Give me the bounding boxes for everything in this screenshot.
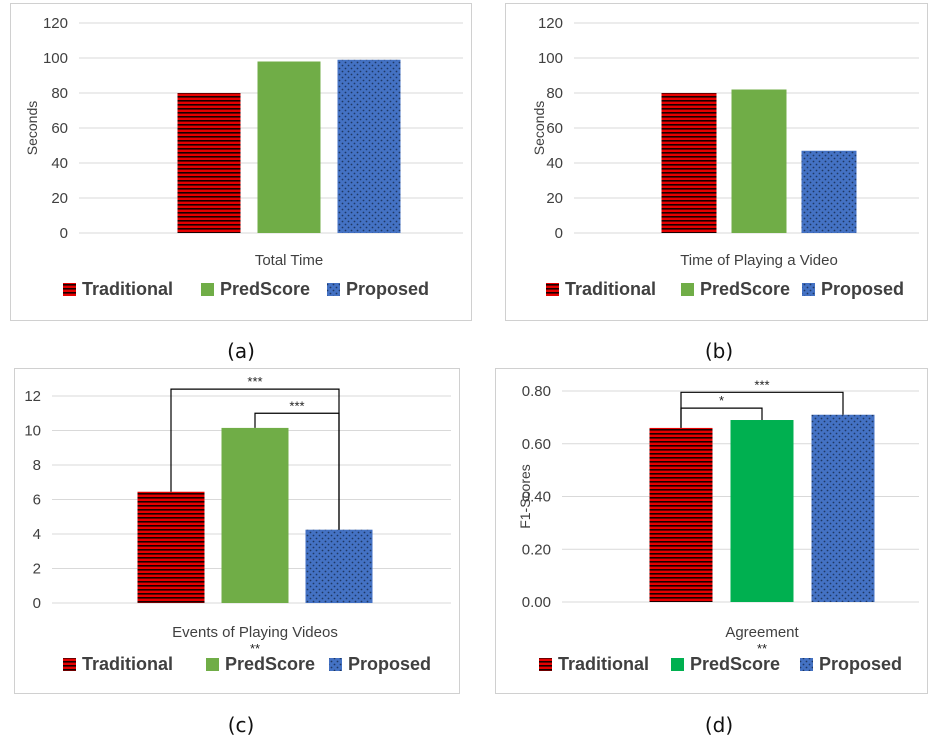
bar-traditional xyxy=(177,93,241,233)
bar-proposed xyxy=(801,150,857,233)
significance-bracket xyxy=(680,391,844,428)
chart-panel-d: 0.00 0.20 0.40 0.60 0.80 F1-Scores * *** Agreeme… xyxy=(495,368,928,694)
chart-svg-a: 0 20 40 60 80 100 120 Seconds Total Time Traditio… xyxy=(24,15,463,299)
y-tick-label: 20 xyxy=(546,190,563,207)
legend-swatch-proposed xyxy=(800,658,813,671)
legend-swatch-traditional xyxy=(546,283,559,296)
y-tick-label: 20 xyxy=(51,190,68,207)
legend-swatch-traditional xyxy=(539,658,552,671)
bar-traditional xyxy=(661,93,717,233)
y-tick-label: 100 xyxy=(538,50,563,67)
y-tick-label: 60 xyxy=(51,120,68,137)
y-tick-label: 10 xyxy=(24,423,41,440)
y-tick-label: 0.80 xyxy=(522,383,551,400)
y-tick-label: 120 xyxy=(538,15,563,32)
chart-panel-c: 0 2 4 6 8 10 12 *** *** Events of Playing Videos *… xyxy=(14,368,460,694)
legend-label-predscore: PredScore xyxy=(690,654,780,674)
legend-label-traditional: Traditional xyxy=(558,654,649,674)
y-tick-label: 60 xyxy=(546,120,563,137)
x-category-label: Events of Playing Videos xyxy=(172,624,338,641)
y-tick-label: 120 xyxy=(43,15,68,32)
caption-b: (b) xyxy=(704,339,734,363)
y-tick-label: 100 xyxy=(43,50,68,67)
x-category-label: Agreement xyxy=(725,624,799,641)
y-tick-label: 80 xyxy=(546,85,563,102)
y-tick-label: 4 xyxy=(33,526,41,543)
legend-swatch-proposed xyxy=(329,658,342,671)
category-note: ** xyxy=(757,641,767,656)
bar-proposed xyxy=(811,414,875,602)
y-tick-label: 0 xyxy=(555,225,563,242)
bar-predscore xyxy=(257,61,321,233)
significance-label: *** xyxy=(247,374,262,389)
legend-swatch-traditional xyxy=(63,658,76,671)
caption-a: (a) xyxy=(227,339,255,363)
legend-label-predscore: PredScore xyxy=(225,654,315,674)
y-tick-label: 0 xyxy=(60,225,68,242)
category-note: ** xyxy=(250,641,260,656)
y-tick-label: 40 xyxy=(51,155,68,172)
legend-swatch-predscore xyxy=(681,283,694,296)
legend-label-proposed: Proposed xyxy=(819,654,902,674)
significance-label: *** xyxy=(289,398,304,413)
legend-label-predscore: PredScore xyxy=(700,279,790,299)
x-category-label: Time of Playing a Video xyxy=(680,252,838,269)
bar-traditional xyxy=(649,427,713,602)
legend-swatch-proposed xyxy=(802,283,815,296)
y-tick-label: 12 xyxy=(24,388,41,405)
legend-label-proposed: Proposed xyxy=(348,654,431,674)
bar-proposed xyxy=(337,59,401,233)
legend-label-predscore: PredScore xyxy=(220,279,310,299)
y-tick-label: 0.60 xyxy=(522,436,551,453)
y-axis-label: Seconds xyxy=(24,101,40,155)
y-tick-label: 6 xyxy=(33,492,41,509)
y-axis-label: F1-Scores xyxy=(517,464,533,529)
y-axis-label: Seconds xyxy=(531,101,547,155)
y-tick-label: 0 xyxy=(33,595,41,612)
chart-svg-d: 0.000.200.400.600.80F1-Scores****Agreeme… xyxy=(517,377,919,674)
legend-label-proposed: Proposed xyxy=(821,279,904,299)
caption-c: (c) xyxy=(227,713,255,737)
chart-svg-b: 0 20 40 60 80 100 120 Seconds Time of Playing a … xyxy=(531,15,919,299)
significance-bracket xyxy=(254,412,340,530)
chart-panel-b: 0 20 40 60 80 100 120 Seconds Time of Playing a … xyxy=(505,3,928,321)
legend-label-traditional: Traditional xyxy=(82,279,173,299)
legend-label-traditional: Traditional xyxy=(565,279,656,299)
legend-swatch-proposed xyxy=(327,283,340,296)
y-tick-label: 8 xyxy=(33,457,41,474)
x-category-label: Total Time xyxy=(255,252,323,269)
significance-label: * xyxy=(719,393,724,408)
bar-proposed xyxy=(305,529,373,603)
chart-panel-a: 0 20 40 60 80 100 120 Seconds Total Time Traditio… xyxy=(10,3,472,321)
chart-svg-c: 0 2 4 6 8 10 12 *** *** Events of Playing Videos*… xyxy=(24,374,451,674)
significance-label: *** xyxy=(754,377,769,392)
y-tick-label: 0.40 xyxy=(522,489,551,506)
legend-label-proposed: Proposed xyxy=(346,279,429,299)
bar-predscore xyxy=(731,89,787,233)
y-tick-label: 0.00 xyxy=(522,594,551,611)
bar-predscore xyxy=(730,420,794,602)
legend-swatch-predscore xyxy=(671,658,684,671)
legend-label-traditional: Traditional xyxy=(82,654,173,674)
y-tick-label: 40 xyxy=(546,155,563,172)
y-tick-label: 0.20 xyxy=(522,541,551,558)
y-tick-label: 2 xyxy=(33,561,41,578)
legend-swatch-traditional xyxy=(63,283,76,296)
legend-swatch-predscore xyxy=(206,658,219,671)
y-tick-label: 80 xyxy=(51,85,68,102)
legend-swatch-predscore xyxy=(201,283,214,296)
bar-predscore xyxy=(221,427,289,603)
bar-traditional xyxy=(137,491,205,603)
caption-d: (d) xyxy=(704,713,734,737)
